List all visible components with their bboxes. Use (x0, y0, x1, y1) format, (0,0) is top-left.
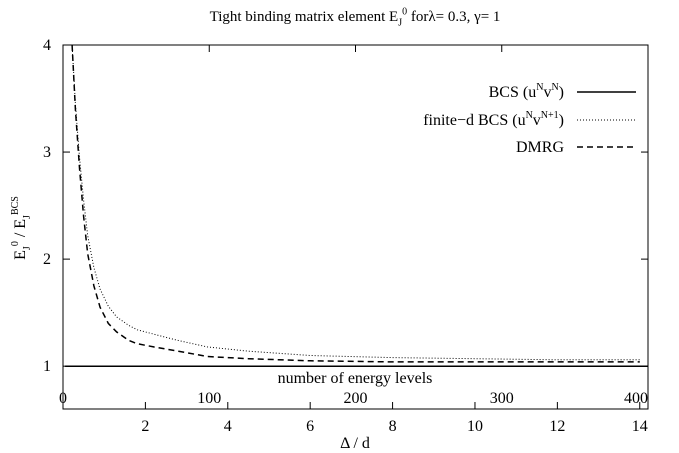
chart-title: Tight binding matrix element EJ​0​ forλ=… (210, 6, 501, 28)
x-axis-label: Δ / d (340, 435, 370, 452)
x-tick-label: 2 (141, 418, 149, 435)
y-tick-label: 1 (43, 358, 51, 375)
top-tick-label: 400 (624, 390, 648, 407)
legend-label-1: finite−d BCS (uN​vN+1​) (423, 110, 564, 129)
x-tick-label: 6 (306, 418, 314, 435)
x-tick-label: 14 (632, 418, 648, 435)
x-tick-label: 10 (467, 418, 483, 435)
y-tick-label: 2 (43, 251, 51, 268)
top-tick-label: 100 (197, 390, 221, 407)
series-line-2 (71, 44, 640, 363)
y-tick-label: 4 (43, 37, 51, 54)
top-axis-label: number of energy levels (278, 370, 433, 387)
x-tick-label: 12 (549, 418, 565, 435)
chart-marks (65, 44, 648, 367)
legend: BCS (uN​vN​) finite−d BCS (uN​vN+1​) DMRG (423, 82, 636, 156)
y-axis-label: EJ​0​ / EJ​BCS​ (10, 196, 33, 260)
top-tick-label: 200 (344, 390, 368, 407)
top-tick-label: 300 (490, 390, 514, 407)
top-tick-label: 0 (59, 390, 67, 407)
y-tick-label: 3 (43, 144, 51, 161)
legend-label-0: BCS (uN​vN​) (489, 82, 564, 101)
legend-label-2: DMRG (516, 139, 564, 156)
x-tick-label: 4 (224, 418, 232, 435)
x-tick-label: 8 (389, 418, 397, 435)
